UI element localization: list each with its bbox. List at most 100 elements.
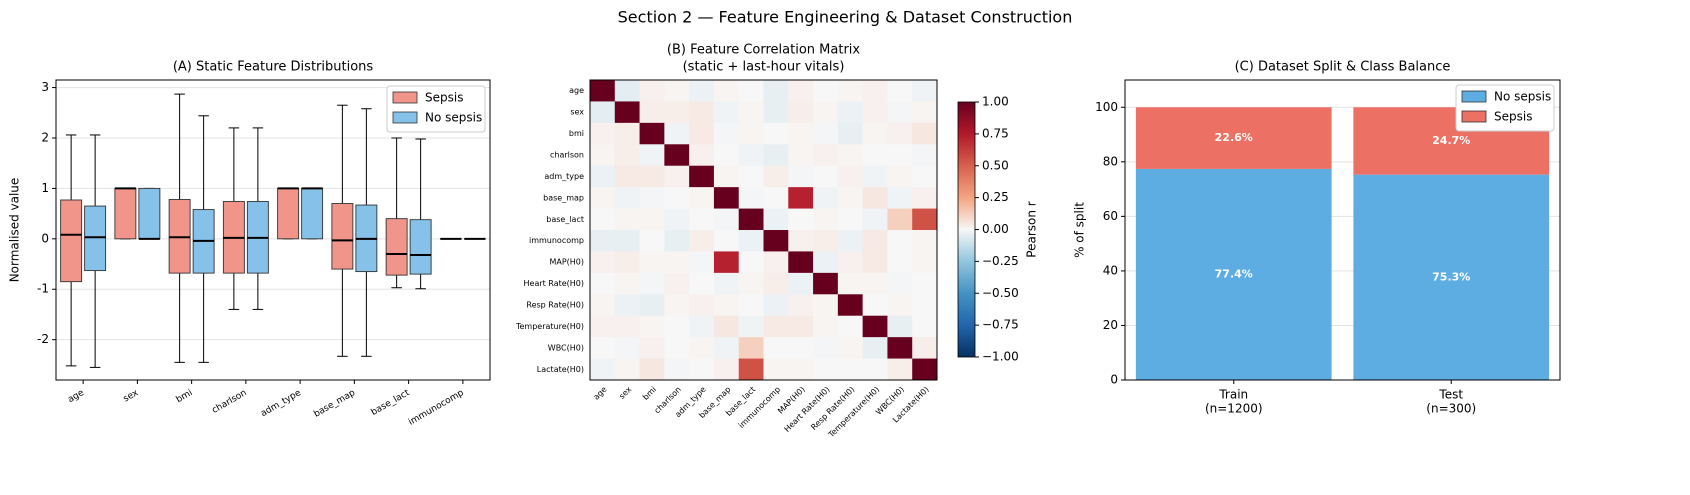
- heat-cell: [664, 187, 690, 209]
- heat-cell: [813, 122, 839, 145]
- heat-cell: [614, 272, 640, 295]
- heat-cell: [713, 122, 740, 145]
- x-tick-label: age: [66, 388, 86, 405]
- y-tick-label: base_lact: [546, 215, 584, 224]
- heat-cell: [862, 251, 888, 274]
- heat-cell: [713, 101, 740, 124]
- heat-cell: [689, 358, 715, 381]
- heat-cell: [713, 358, 740, 381]
- y-tick-label: adm_type: [544, 172, 584, 181]
- y-tick-label: 80: [1103, 154, 1118, 168]
- colorbar-tick-label: 0.75: [982, 126, 1009, 140]
- heat-cell: [713, 251, 740, 274]
- heat-cell: [862, 165, 888, 188]
- y-tick-label: 40: [1103, 263, 1118, 277]
- heat-cell: [788, 122, 814, 145]
- heat-cell: [912, 337, 938, 359]
- heat-cell: [639, 272, 665, 295]
- heat-cell: [887, 294, 913, 317]
- x-tick-label: age: [592, 385, 609, 402]
- heat-cell: [763, 208, 789, 231]
- heat-cell: [590, 165, 616, 188]
- bar-segment: [1135, 107, 1332, 169]
- heat-cell: [664, 337, 690, 359]
- x-tick-label: adm_type: [259, 388, 303, 419]
- heat-cell: [912, 144, 938, 167]
- heat-cell: [590, 208, 616, 231]
- suptitle: Section 2 — Feature Engineering & Datase…: [618, 8, 1073, 27]
- heat-cell: [788, 187, 814, 209]
- bar-segment: [1353, 174, 1550, 380]
- colorbar-tick-label: −1.00: [982, 350, 1019, 364]
- heat-cell: [664, 230, 690, 252]
- heat-cell: [614, 294, 640, 317]
- heat-cell: [763, 294, 789, 317]
- heat-cell: [763, 101, 789, 124]
- heat-cell: [639, 122, 665, 145]
- y-tick-label: charlson: [550, 151, 584, 160]
- heat-cell: [788, 208, 814, 231]
- heat-cell: [813, 187, 839, 209]
- heat-cell: [639, 358, 665, 381]
- box: [60, 199, 83, 283]
- x-tick-sublabel: (n=1200): [1205, 402, 1263, 416]
- heat-cell: [862, 80, 888, 102]
- heat-cell: [813, 80, 839, 102]
- heat-cell: [837, 294, 863, 317]
- heat-cell: [887, 337, 913, 359]
- heat-cell: [912, 315, 938, 338]
- heat-cell: [639, 101, 665, 124]
- heat-cell: [788, 80, 814, 102]
- box: [168, 199, 191, 274]
- y-tick-label: 1: [41, 181, 49, 195]
- x-tick-label: Resp Rate(H0): [809, 385, 856, 432]
- heat-cell: [813, 101, 839, 124]
- heat-cell: [912, 187, 938, 209]
- heat-cell: [788, 358, 814, 381]
- heat-cell: [887, 208, 913, 231]
- heat-cell: [614, 358, 640, 381]
- heat-cell: [664, 144, 690, 167]
- y-tick-label: MAP(H0): [549, 258, 584, 267]
- heat-cell: [639, 208, 665, 231]
- axes-frame: [55, 79, 491, 381]
- heat-cell: [639, 251, 665, 274]
- heat-cell: [862, 315, 888, 338]
- heat-cell: [590, 315, 616, 338]
- heat-cell: [614, 187, 640, 209]
- y-tick-label: Lactate(H0): [537, 365, 584, 374]
- heat-cell: [738, 80, 764, 102]
- heat-cell: [837, 251, 863, 274]
- heat-cell: [639, 294, 665, 317]
- y-tick-label: -2: [37, 332, 49, 346]
- value-label: 24.7%: [1432, 134, 1470, 147]
- colorbar-tick-label: 1.00: [982, 95, 1009, 109]
- heat-cell: [813, 315, 839, 338]
- heat-cell: [837, 187, 863, 209]
- heat-cell: [837, 208, 863, 231]
- y-tick-label: sex: [570, 108, 584, 117]
- heat-cell: [763, 337, 789, 359]
- colorbar-tick-label: 0.25: [982, 190, 1009, 204]
- heat-cell: [713, 187, 740, 209]
- heat-cell: [912, 208, 938, 231]
- heat-cell: [763, 272, 789, 295]
- heat-cell: [639, 230, 665, 252]
- heat-cell: [738, 337, 764, 359]
- heat-cell: [862, 358, 888, 381]
- heat-cell: [813, 251, 839, 274]
- heat-cell: [738, 187, 764, 209]
- colorbar-tick-label: −0.75: [982, 318, 1019, 332]
- x-tick-label: bmi: [175, 388, 195, 405]
- heat-cell: [590, 358, 616, 381]
- y-tick-label: 100: [1095, 100, 1118, 114]
- heat-cell: [763, 122, 789, 145]
- heat-cell: [639, 337, 665, 359]
- title: (B) Feature Correlation Matrix: [667, 43, 861, 58]
- heat-cell: [738, 251, 764, 274]
- heat-cell: [713, 272, 740, 295]
- box: [301, 187, 324, 240]
- y-tick-label: 0: [1110, 373, 1118, 387]
- box: [114, 187, 137, 240]
